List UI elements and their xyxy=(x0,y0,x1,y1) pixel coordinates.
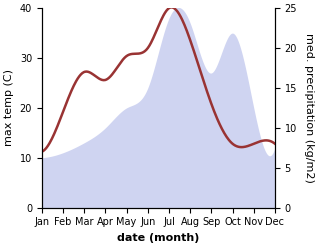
X-axis label: date (month): date (month) xyxy=(117,233,200,243)
Y-axis label: med. precipitation (kg/m2): med. precipitation (kg/m2) xyxy=(304,33,314,183)
Y-axis label: max temp (C): max temp (C) xyxy=(4,69,14,146)
